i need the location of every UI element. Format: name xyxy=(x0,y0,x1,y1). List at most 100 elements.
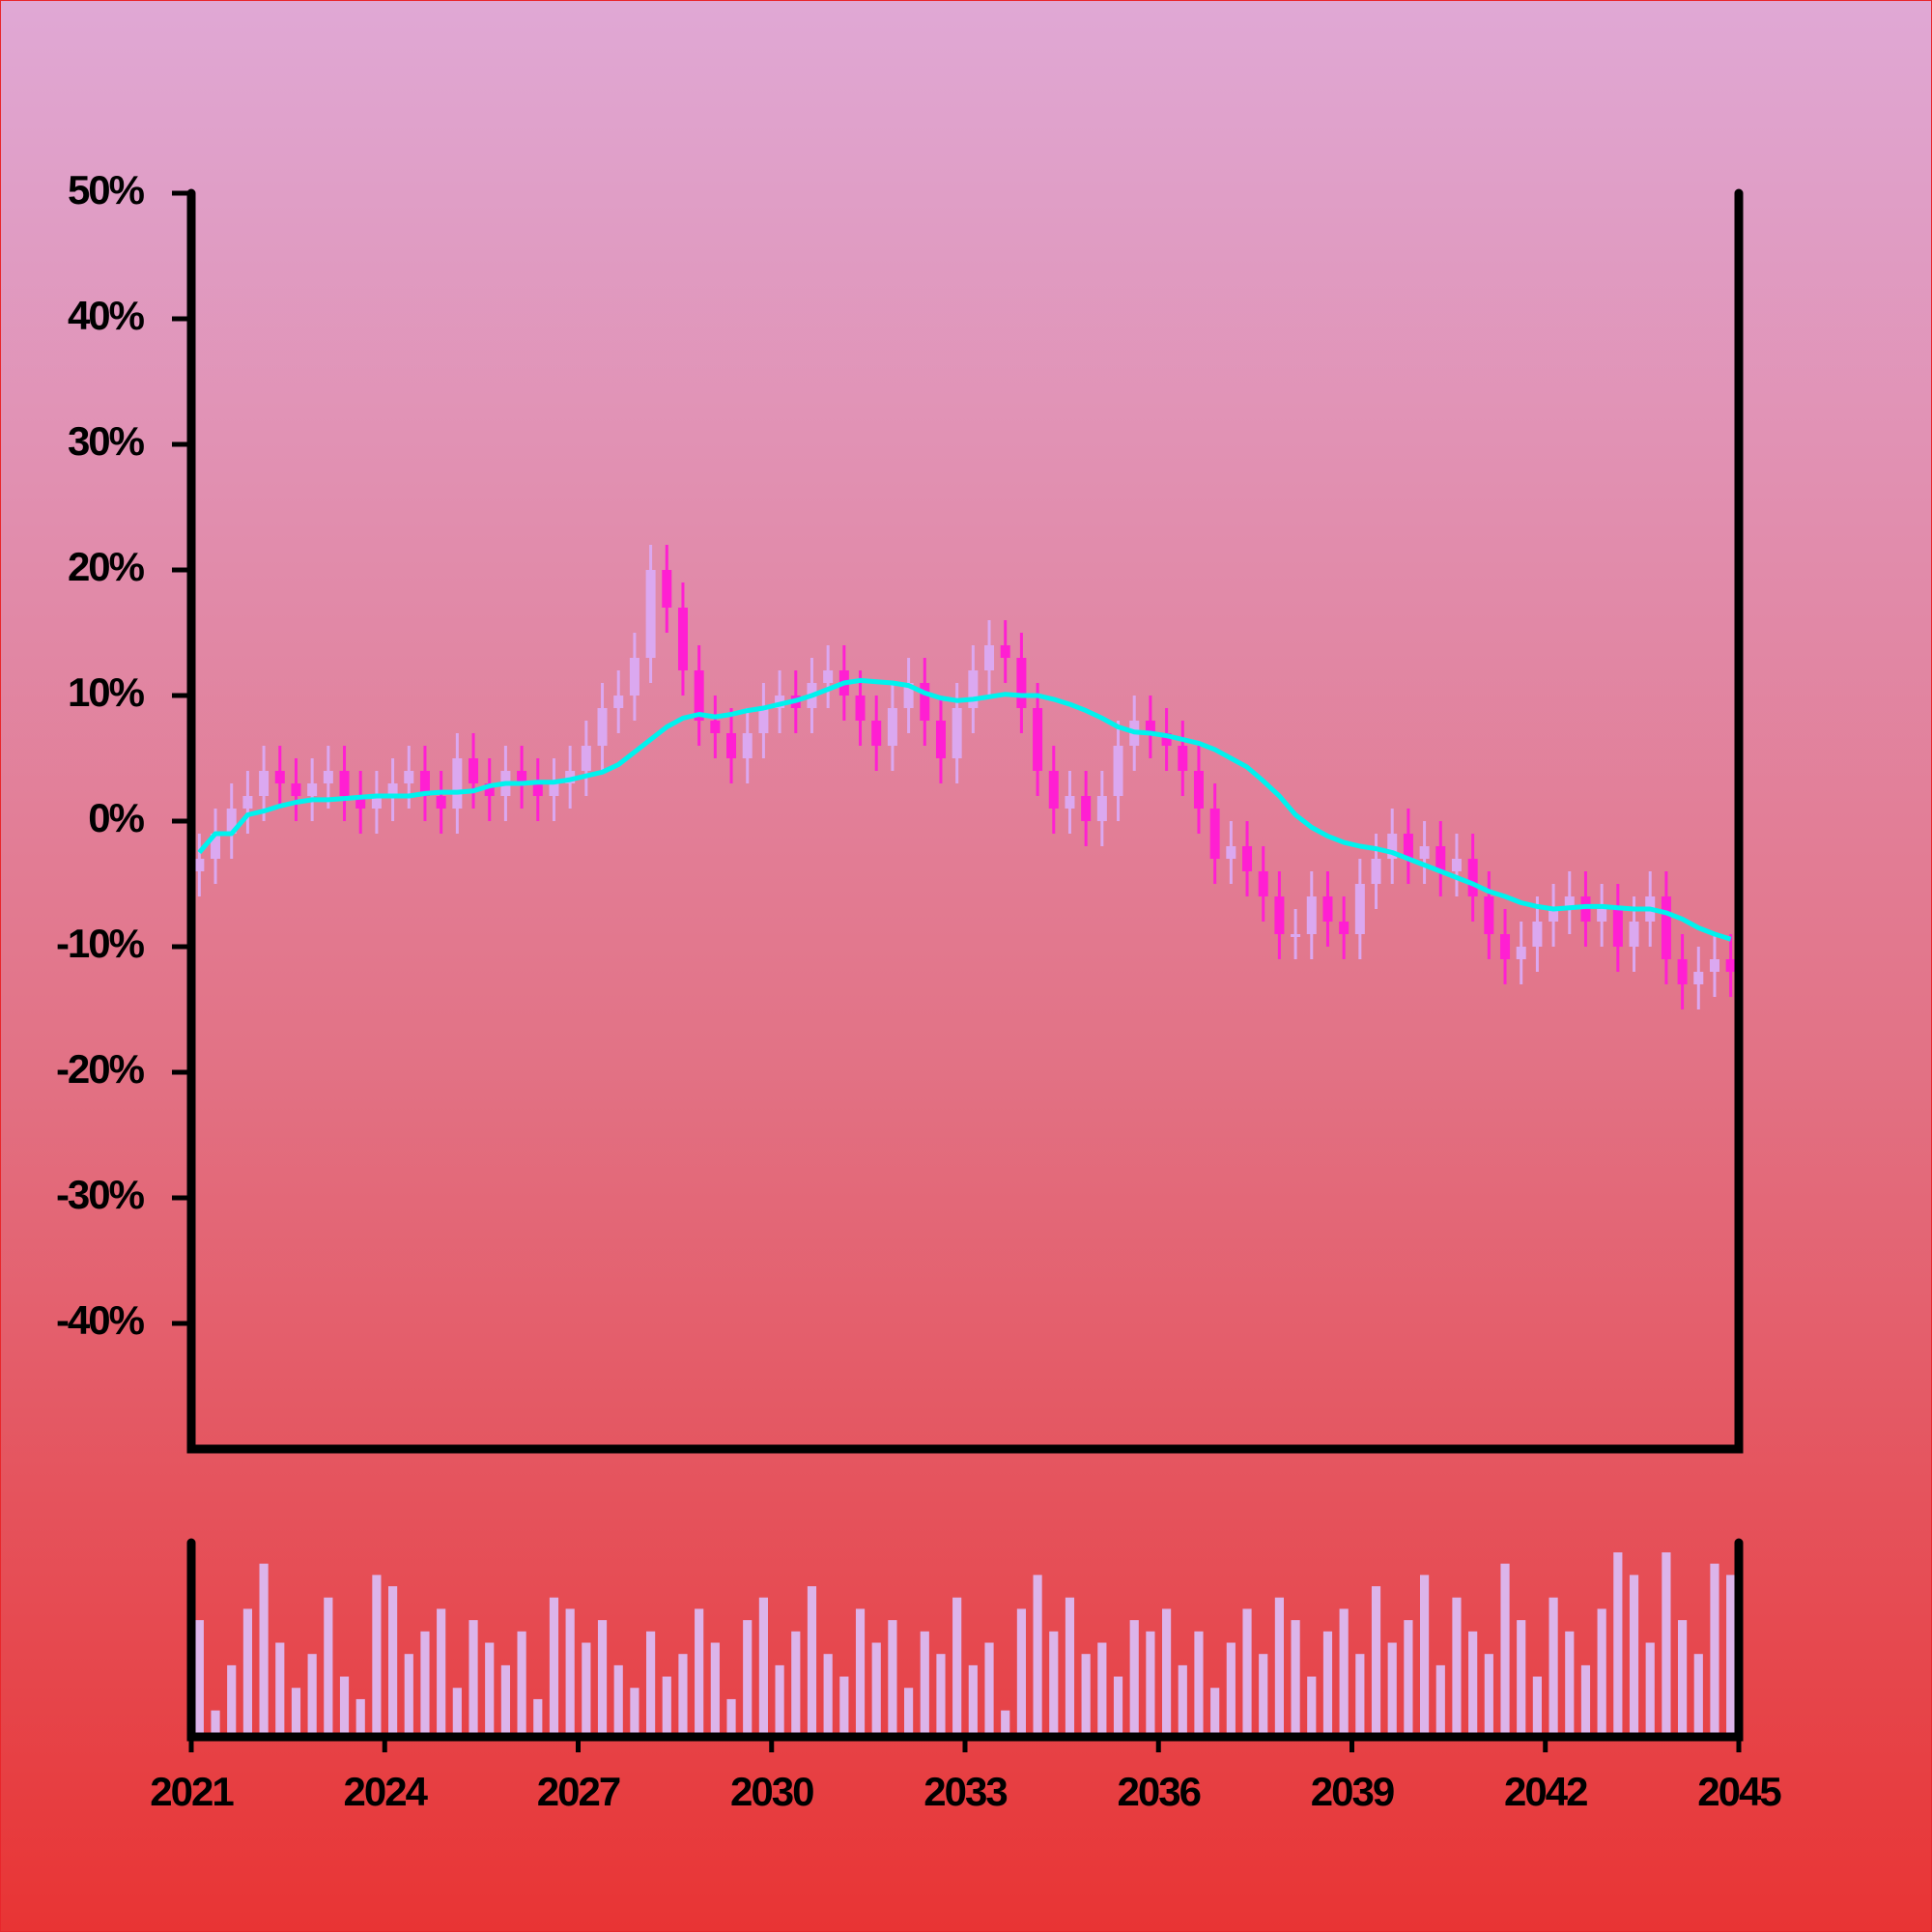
volume-bar xyxy=(549,1597,559,1733)
candle-body xyxy=(1677,959,1688,984)
volume-bar xyxy=(339,1676,350,1733)
x-tick-label: 2030 xyxy=(730,1769,813,1814)
volume-bar xyxy=(807,1586,817,1733)
candle-body xyxy=(1500,934,1511,959)
candle-body xyxy=(871,721,882,746)
volume-bar xyxy=(1097,1642,1107,1733)
candle-body xyxy=(1065,796,1075,809)
volume-bar xyxy=(485,1642,495,1733)
candle-body xyxy=(1226,846,1236,859)
candle-body xyxy=(1371,859,1381,884)
candle-body xyxy=(855,696,866,721)
y-tick-label: 20% xyxy=(68,544,145,589)
candle-body xyxy=(1709,959,1719,972)
volume-bar xyxy=(695,1608,704,1733)
candle-body xyxy=(1193,771,1204,809)
candle-body xyxy=(1145,721,1155,733)
candle-body xyxy=(920,683,930,721)
volume-bar xyxy=(355,1698,365,1733)
volume-bar xyxy=(662,1676,671,1733)
volume-bar xyxy=(1322,1631,1333,1733)
candle-body xyxy=(662,570,672,608)
candle-body xyxy=(1580,896,1591,922)
volume-bar xyxy=(372,1575,382,1733)
candle-body xyxy=(1564,896,1575,909)
candle-body xyxy=(775,696,785,708)
volume-bar xyxy=(242,1608,252,1733)
volume-bar xyxy=(437,1608,446,1733)
volume-bar xyxy=(823,1654,833,1733)
volume-bar xyxy=(775,1664,784,1733)
volume-bar xyxy=(1726,1575,1736,1733)
volume-bar xyxy=(1274,1597,1284,1733)
candle-body xyxy=(742,733,753,758)
volume-bar xyxy=(758,1597,768,1733)
volume-bar xyxy=(452,1688,462,1733)
volume-bar xyxy=(1049,1631,1059,1733)
volume-bar xyxy=(1693,1654,1703,1733)
volume-bar xyxy=(1242,1608,1252,1733)
volume-bar xyxy=(469,1620,478,1733)
y-tick-label: 50% xyxy=(68,167,145,213)
volume-bar xyxy=(646,1631,656,1733)
candle-body xyxy=(1661,896,1671,959)
volume-bar xyxy=(1113,1676,1123,1733)
volume-bar xyxy=(1597,1608,1606,1733)
volume-bar xyxy=(194,1620,204,1733)
volume-bar xyxy=(517,1631,526,1733)
candle-body xyxy=(597,708,608,746)
volume-bar xyxy=(855,1608,866,1733)
volume-bar xyxy=(1420,1575,1430,1733)
volume-bar xyxy=(1291,1620,1300,1733)
candle-body xyxy=(355,796,366,809)
y-tick-label: -10% xyxy=(56,921,145,966)
candle-body xyxy=(645,570,656,658)
volume-bar xyxy=(888,1620,897,1733)
volume-bar xyxy=(1452,1597,1462,1733)
volume-bar xyxy=(388,1586,398,1733)
volume-bar xyxy=(533,1698,543,1733)
candle-body xyxy=(1339,922,1350,934)
volume-bar xyxy=(1484,1654,1493,1733)
volume-bar xyxy=(1468,1631,1478,1733)
x-tick-label: 2033 xyxy=(923,1769,1007,1814)
volume-bar xyxy=(1517,1620,1526,1733)
volume-bar xyxy=(678,1654,688,1733)
volume-bar xyxy=(1500,1563,1510,1733)
candle-body xyxy=(1161,733,1172,746)
volume-bar xyxy=(1339,1608,1349,1733)
x-tick-label: 2036 xyxy=(1118,1769,1201,1814)
candle-body xyxy=(1000,645,1010,658)
candle-body xyxy=(903,683,914,708)
volume-bar xyxy=(1435,1664,1445,1733)
candle-body xyxy=(694,670,704,721)
volume-bar xyxy=(324,1597,333,1733)
y-tick-label: -20% xyxy=(56,1046,145,1092)
volume-bar xyxy=(1580,1664,1591,1733)
volume-bar xyxy=(420,1631,430,1733)
candle-body xyxy=(291,783,301,796)
y-tick-label: 40% xyxy=(68,293,145,338)
candle-body xyxy=(1532,922,1543,947)
volume-bar xyxy=(404,1654,413,1733)
candle-body xyxy=(436,796,446,809)
volume-bar xyxy=(1371,1586,1381,1733)
volume-bar xyxy=(582,1642,591,1733)
candle-body xyxy=(1629,922,1639,947)
volume-bar xyxy=(1548,1597,1558,1733)
y-tick-label: 10% xyxy=(68,669,145,715)
volume-bar xyxy=(1210,1688,1220,1733)
volume-bar xyxy=(1194,1631,1204,1733)
candle-body xyxy=(677,608,688,670)
volume-bar xyxy=(871,1642,881,1733)
x-tick-label: 2024 xyxy=(344,1769,429,1814)
candle-body xyxy=(1081,796,1092,821)
volume-bar xyxy=(613,1664,623,1733)
volume-bar xyxy=(1065,1597,1075,1733)
volume-bar xyxy=(1678,1620,1688,1733)
candle-body xyxy=(758,708,769,733)
candle-body xyxy=(1612,909,1623,947)
volume-bar xyxy=(1404,1620,1413,1733)
candle-body xyxy=(1467,859,1478,896)
